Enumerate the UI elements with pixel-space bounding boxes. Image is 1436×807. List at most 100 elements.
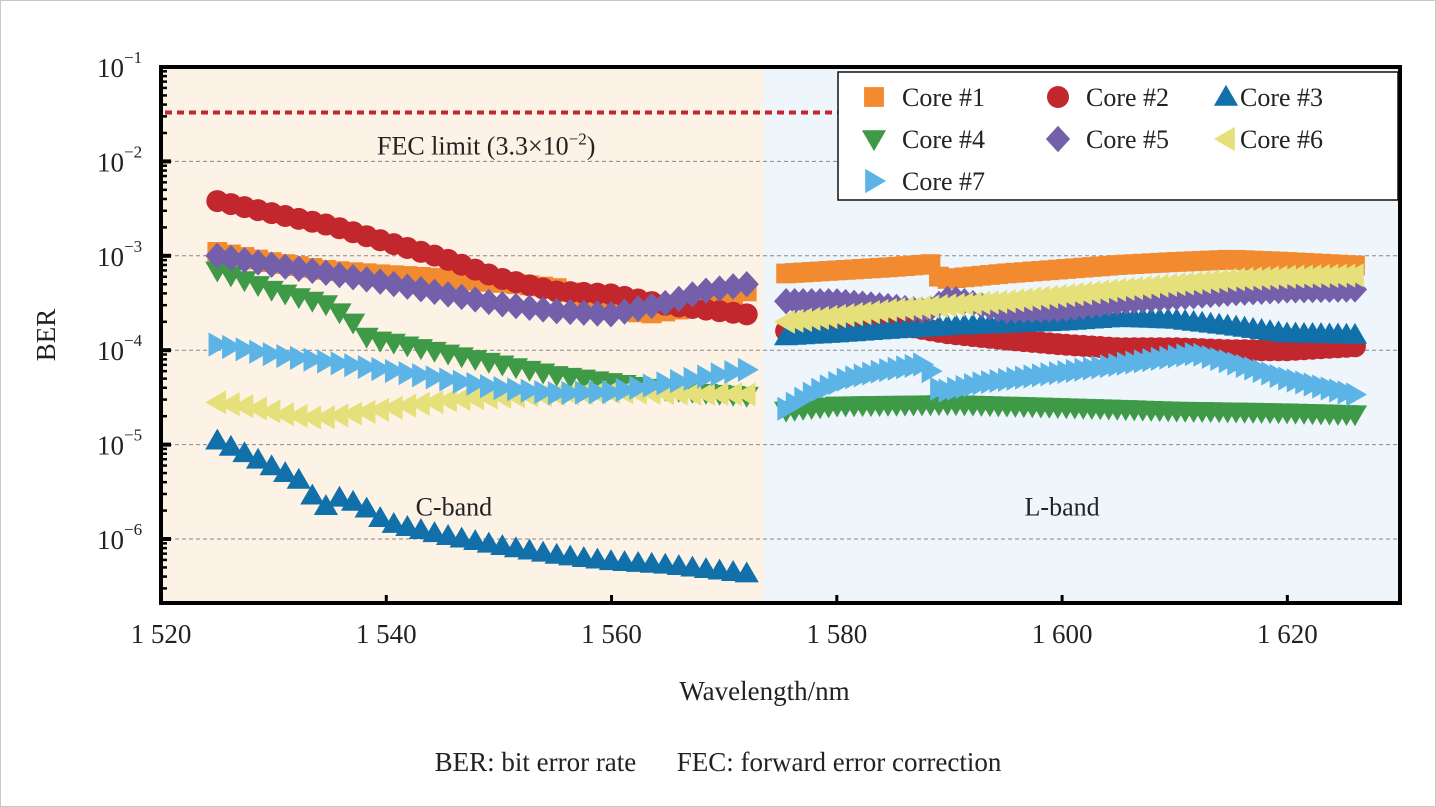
legend-item-core-5: Core #5 xyxy=(1045,125,1169,154)
legend-marker-icon xyxy=(1045,125,1071,153)
data-point xyxy=(245,396,267,421)
legend-marker-icon xyxy=(1213,84,1239,106)
x-tick-label: 1 560 xyxy=(581,619,642,649)
data-point xyxy=(612,298,637,325)
data-point xyxy=(395,393,417,418)
data-point xyxy=(734,271,759,298)
data-point xyxy=(357,354,379,380)
data-point xyxy=(507,377,529,402)
data-point xyxy=(439,367,461,392)
data-point xyxy=(313,494,339,515)
legend: Core #1 Core #2 Core #3 Core #4 Core #5 Core … xyxy=(837,71,1399,201)
x-tick-label: 1 520 xyxy=(131,619,192,649)
data-point xyxy=(354,399,376,424)
data-point xyxy=(666,285,691,313)
data-point xyxy=(466,371,488,397)
data-point xyxy=(422,389,444,415)
data-point xyxy=(381,395,403,420)
data-point xyxy=(422,521,447,543)
data-point xyxy=(683,366,705,391)
data-point xyxy=(561,380,583,406)
data-point xyxy=(602,380,624,405)
fec-limit-label: FEC limit (3.3×10−2) xyxy=(377,129,595,160)
data-point xyxy=(408,391,430,416)
data-point xyxy=(547,381,569,406)
data-point xyxy=(398,361,420,386)
data-point xyxy=(737,357,759,382)
data-point xyxy=(642,373,664,398)
data-point xyxy=(1342,263,1364,288)
data-point xyxy=(425,365,447,390)
legend-marker-icon xyxy=(1213,126,1235,152)
data-point xyxy=(571,299,596,326)
data-point xyxy=(412,363,434,388)
data-point xyxy=(273,253,298,280)
x-axis-title: Wavelength/nm xyxy=(679,676,849,706)
legend-item-core-2: Core #2 xyxy=(1047,83,1169,112)
data-point xyxy=(558,298,583,326)
plot-frame xyxy=(159,65,1402,605)
legend-item-core-3: Core #3 xyxy=(1213,83,1323,112)
data-point xyxy=(435,388,457,413)
data-point xyxy=(721,382,742,407)
data-point xyxy=(615,377,637,403)
data-point xyxy=(588,380,610,405)
data-point xyxy=(585,300,610,327)
legend-item-core-4: Core #4 xyxy=(861,125,985,154)
data-point xyxy=(493,376,515,401)
data-point xyxy=(697,364,719,389)
data-point xyxy=(276,343,298,369)
data-point xyxy=(921,359,943,384)
band-label-c-band: C-band xyxy=(416,493,493,522)
data-point xyxy=(544,297,569,325)
data-point xyxy=(721,273,746,300)
x-tick-label: 1 620 xyxy=(1257,619,1318,649)
data-point xyxy=(245,447,271,469)
data-point xyxy=(371,356,393,382)
data-point xyxy=(435,281,461,308)
data-point xyxy=(384,358,406,384)
legend-label: Core #6 xyxy=(1240,125,1323,154)
axes: 1 520 1 540 1 560 1 580 1 600 1 620 10−6 10−5 10… xyxy=(97,48,1402,649)
data-point xyxy=(327,261,352,289)
y-tick-label: 10−6 xyxy=(97,520,142,555)
legend-item-core-6: Core #6 xyxy=(1213,125,1323,154)
data-point xyxy=(575,380,596,405)
data-point xyxy=(422,278,447,306)
legend-box xyxy=(837,71,1399,201)
data-point xyxy=(408,518,434,540)
data-point xyxy=(286,403,308,428)
data-point xyxy=(734,382,756,407)
data-point xyxy=(463,286,488,313)
y-tick-label: 10−2 xyxy=(97,142,142,177)
legend-item-core-7: Core #7 xyxy=(865,167,985,196)
data-point xyxy=(232,441,257,463)
data-point xyxy=(235,337,257,362)
data-point xyxy=(218,392,240,417)
x-tick-label: 1 600 xyxy=(1032,619,1093,649)
data-point xyxy=(710,362,732,387)
data-point xyxy=(259,454,284,476)
data-point xyxy=(354,496,379,518)
legend-marker-icon xyxy=(861,130,887,152)
data-point xyxy=(734,561,759,583)
legend-marker-icon xyxy=(865,168,887,194)
data-point xyxy=(1342,405,1368,427)
data-point xyxy=(693,277,719,304)
data-point xyxy=(340,313,366,335)
data-point xyxy=(327,403,349,428)
y-tick-label: 10−5 xyxy=(97,426,142,461)
data-markers xyxy=(205,190,1368,583)
data-point xyxy=(395,515,420,536)
data-point xyxy=(313,295,339,317)
legend-label: Core #4 xyxy=(902,125,985,154)
data-point xyxy=(680,381,702,406)
legend-label: Core #5 xyxy=(1086,125,1169,154)
band-c-band xyxy=(161,67,764,603)
x-tick-label: 1 580 xyxy=(806,619,867,649)
data-point xyxy=(340,489,366,511)
data-point xyxy=(452,369,474,394)
data-point xyxy=(476,385,498,410)
data-point xyxy=(340,401,362,426)
data-point xyxy=(262,342,284,367)
